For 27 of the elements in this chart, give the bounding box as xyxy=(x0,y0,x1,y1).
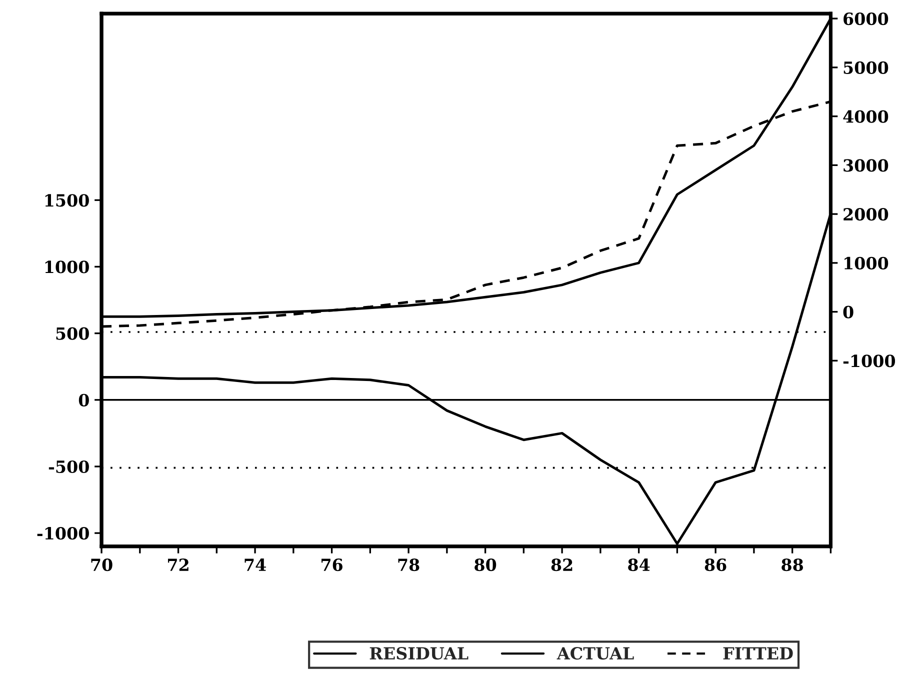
x-tick-label: 78 xyxy=(398,558,420,572)
x-tick-label: 74 xyxy=(244,558,266,571)
x-tick-label: 80 xyxy=(474,558,496,572)
legend-label: FITTED xyxy=(723,647,793,660)
x-tick-label: 72 xyxy=(168,558,188,571)
y2-tick-label: 6000 xyxy=(844,12,888,26)
y-tick-label: -500 xyxy=(48,460,89,474)
y-tick-label: 1500 xyxy=(45,194,89,207)
y2-tick-label: 1000 xyxy=(844,256,888,270)
legend-label: ACTUAL xyxy=(556,647,634,660)
y2-tick-label: 5000 xyxy=(844,61,888,74)
x-tick-label: 84 xyxy=(628,558,650,572)
y2-tick-label: 4000 xyxy=(843,110,888,123)
y2-tick-label: 2000 xyxy=(844,208,888,221)
x-tick-label: 76 xyxy=(322,558,342,572)
x-tick-label: 86 xyxy=(704,558,726,572)
x-tick-label: 70 xyxy=(91,558,112,572)
y2-tick-label: 0 xyxy=(843,306,854,318)
y-tick-label: 500 xyxy=(56,327,89,340)
legend-label: RESIDUAL xyxy=(370,647,468,660)
y-tick-label: 0 xyxy=(78,394,89,406)
x-tick-label: 88 xyxy=(782,558,804,572)
y2-tick-label: -1000 xyxy=(843,354,896,368)
y-tick-label: -1000 xyxy=(37,527,89,540)
y-tick-label: 1000 xyxy=(45,260,89,274)
x-tick-label: 82 xyxy=(551,558,572,572)
y2-tick-label: 3000 xyxy=(844,159,888,172)
